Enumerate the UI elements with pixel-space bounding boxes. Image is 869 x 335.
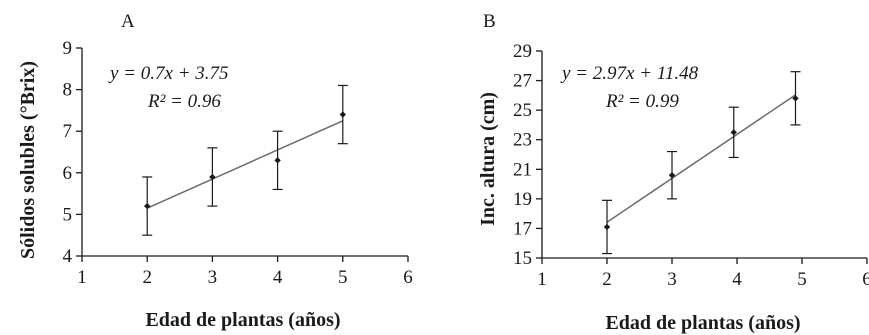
- panel-b-data-point: [603, 223, 611, 231]
- panel-a-y-tick-label: 8: [63, 80, 73, 101]
- panel-a-data-point: [144, 202, 151, 210]
- panel-b-r2: R² = 0.99: [605, 91, 679, 112]
- panel-a-x-axis-label: Edad de plantas (años): [145, 309, 340, 331]
- panel-b-x-tick-label: 5: [797, 269, 807, 290]
- panel-b-x-tick-label: 4: [732, 269, 742, 290]
- panel-b-letter: B: [483, 11, 496, 32]
- panel-a-y-tick-label: 5: [63, 204, 73, 225]
- panel-b-y-tick-label: 23: [513, 130, 532, 151]
- panel-a-equation: y = 0.7x + 3.75: [108, 63, 229, 84]
- panel-a-data-point: [209, 173, 216, 181]
- panel-b-x-tick-label: 6: [862, 269, 869, 290]
- panel-b-x-tick-label: 2: [602, 269, 612, 290]
- panel-a-data-point: [339, 111, 346, 118]
- panel-b-equation: y = 2.97x + 11.48: [560, 63, 699, 84]
- panel-a-y-tick-label: 7: [63, 121, 73, 142]
- panel-b-y-tick-label: 15: [513, 248, 532, 269]
- panel-b-x-tick-label: 1: [537, 269, 547, 290]
- panel-a-y-tick-label: 6: [63, 163, 73, 184]
- panel-a-x-tick-label: 6: [403, 267, 413, 288]
- panel-a: A Sólidos solubles (°Brix) Edad de plant…: [17, 11, 413, 331]
- panel-b-y-tick-label: 29: [513, 41, 532, 62]
- panel-b-y-tick-label: 19: [513, 189, 532, 210]
- panel-a-r2: R² = 0.96: [147, 91, 221, 112]
- panel-a-letter: A: [121, 11, 135, 32]
- panel-a-y-tick-label: 9: [63, 38, 73, 59]
- panel-b-data-point: [730, 129, 737, 136]
- panel-b-y-tick-label: 25: [513, 100, 532, 121]
- panel-a-x-tick-label: 2: [142, 267, 152, 288]
- panel-a-x-tick-label: 1: [77, 267, 87, 288]
- panel-b-x-axis-label: Edad de plantas (años): [605, 312, 800, 334]
- panel-a-x-tick-label: 5: [338, 267, 348, 288]
- panel-b-y-tick-label: 17: [513, 218, 532, 239]
- panel-a-x-tick-label: 4: [273, 267, 283, 288]
- panel-b-y-axis-label: Inc. altura (cm): [477, 92, 499, 226]
- panel-b: B Inc. altura (cm) Edad de plantas (años…: [477, 11, 869, 334]
- panel-b-y-tick-label: 27: [513, 71, 532, 92]
- panel-a-x-tick-label: 3: [208, 267, 218, 288]
- panel-b-data-point: [668, 172, 676, 179]
- panel-b-y-tick-label: 21: [513, 159, 532, 180]
- panel-a-trendline: [146, 120, 344, 209]
- panel-b-x-tick-label: 3: [667, 269, 677, 290]
- panel-b-data-point: [792, 95, 799, 102]
- panel-a-data-point: [274, 157, 281, 164]
- panel-b-trendline: [606, 94, 796, 223]
- panel-a-y-tick-label: 4: [63, 246, 73, 267]
- panel-a-y-axis-label: Sólidos solubles (°Brix): [17, 61, 39, 259]
